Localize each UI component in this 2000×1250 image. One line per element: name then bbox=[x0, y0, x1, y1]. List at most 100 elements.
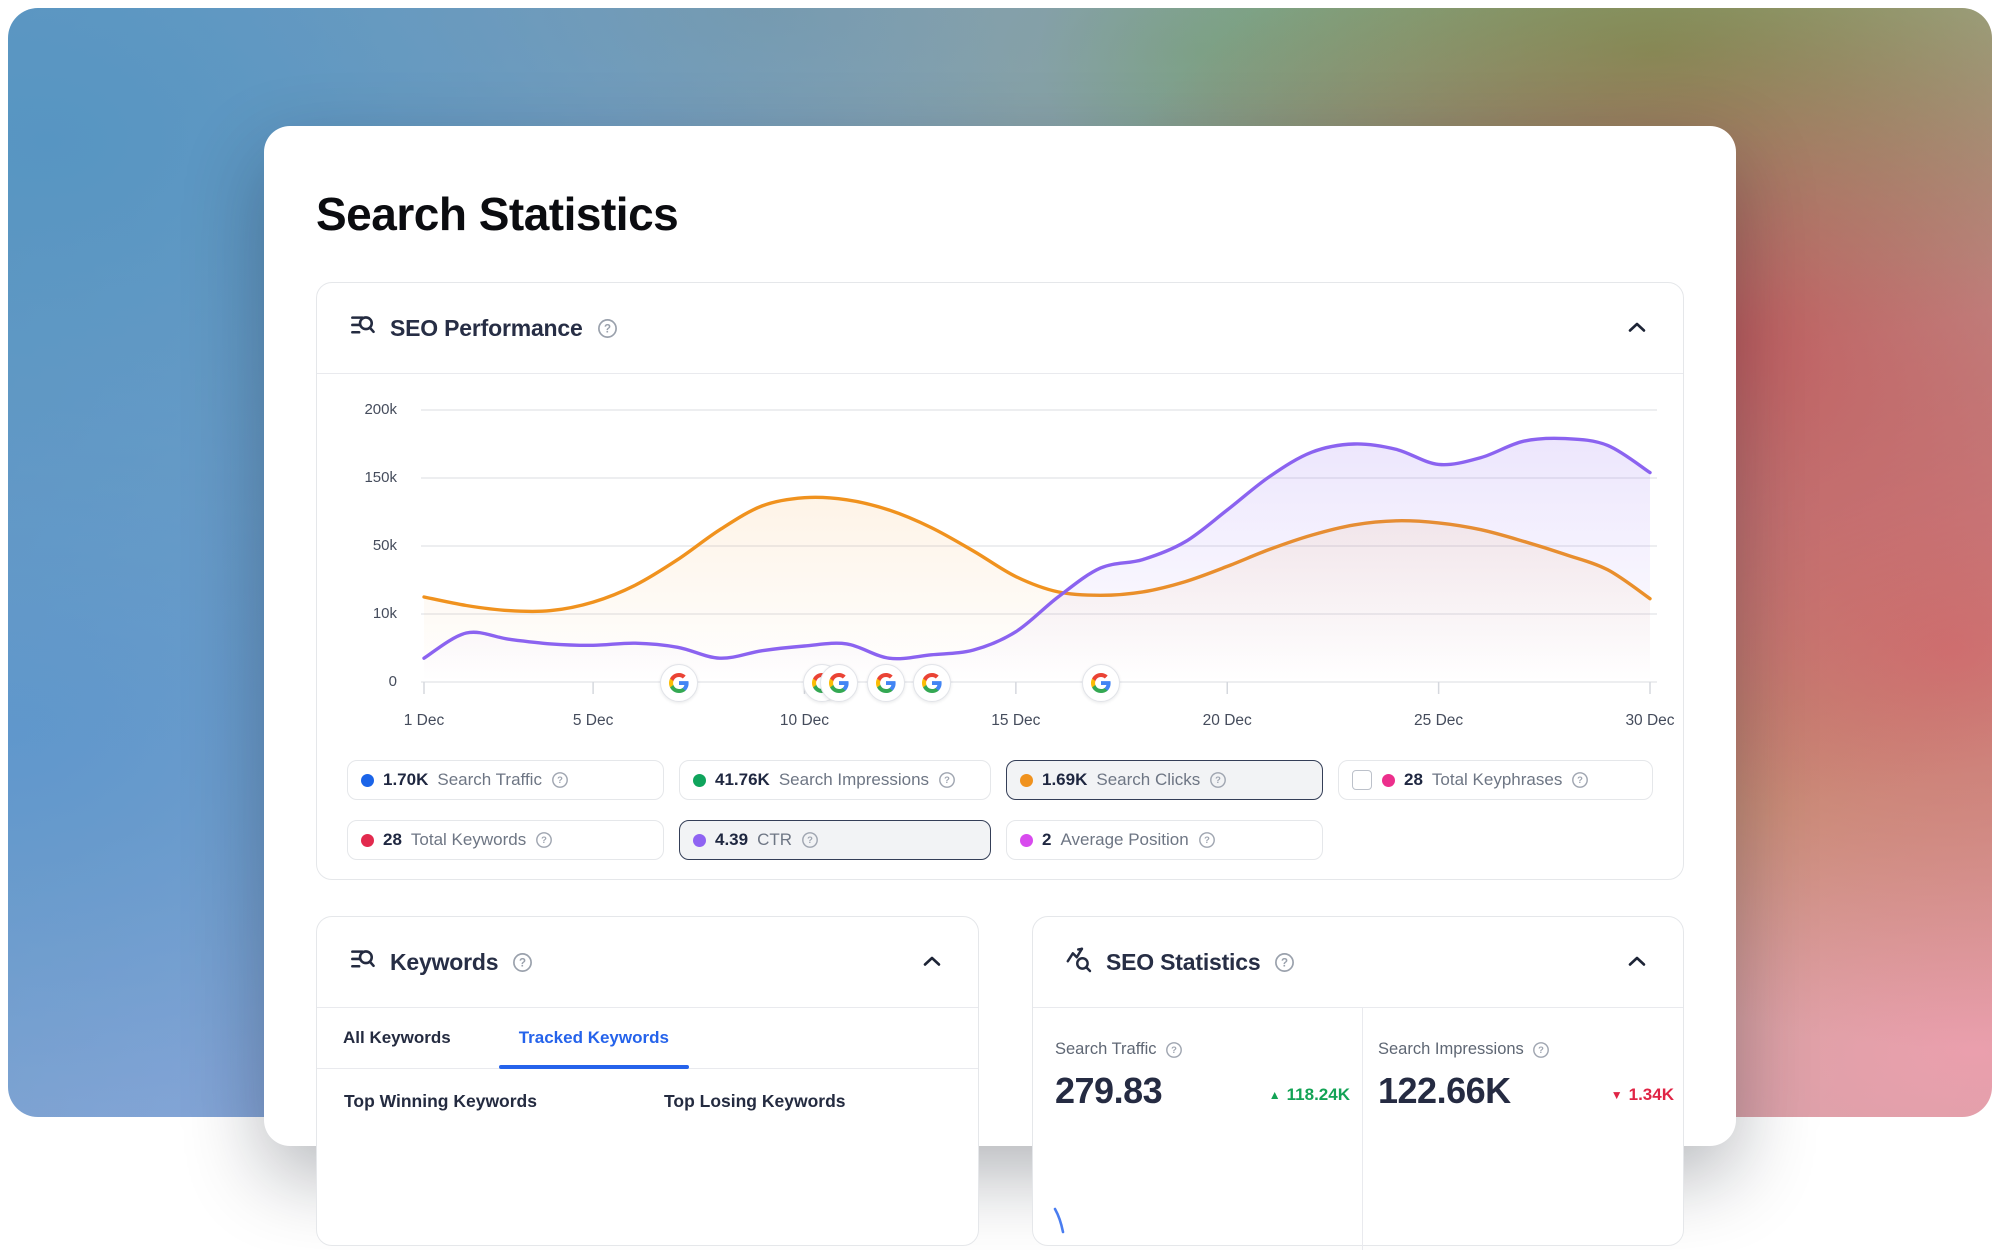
svg-text:?: ? bbox=[1171, 1045, 1177, 1056]
metric-value: 28 bbox=[383, 830, 402, 849]
keywords-title: Keywords bbox=[390, 948, 499, 975]
y-tick-label: 10k bbox=[372, 605, 397, 622]
collapse-chevron-icon[interactable] bbox=[1625, 316, 1649, 340]
tab-tracked-keywords[interactable]: Tracked Keywords bbox=[498, 1008, 690, 1069]
help-icon[interactable]: ? bbox=[535, 831, 553, 849]
legend-chip-search-traffic[interactable]: 1.70K Search Traffic? bbox=[347, 760, 664, 800]
series-color-dot bbox=[361, 833, 374, 847]
metric-delta-value: 1.34K bbox=[1628, 1085, 1674, 1104]
list-search-icon bbox=[349, 946, 376, 978]
metric-value: 1.70K bbox=[383, 770, 429, 789]
page-title: Search Statistics bbox=[316, 188, 679, 240]
metric-label: Total Keyphrases bbox=[1431, 770, 1563, 789]
y-tick-label: 0 bbox=[388, 673, 397, 690]
help-icon[interactable]: ? bbox=[597, 318, 618, 339]
keywords-tabs: All Keywords Tracked Keywords bbox=[317, 1008, 978, 1069]
chart-legend: 1.70K Search Traffic? 41.76K Search Impress… bbox=[317, 760, 1683, 860]
metric-value: 122.66K bbox=[1378, 1070, 1511, 1111]
google-update-badge[interactable] bbox=[659, 664, 698, 702]
help-icon[interactable]: ? bbox=[801, 831, 819, 849]
metric-label: Search Impressions bbox=[778, 770, 930, 789]
y-tick-label: 150k bbox=[364, 469, 397, 486]
legend-chip-average-position[interactable]: 2 Average Position? bbox=[1006, 820, 1323, 860]
tab-all-keywords[interactable]: All Keywords bbox=[343, 1028, 451, 1047]
help-icon[interactable]: ? bbox=[512, 952, 533, 973]
metric-label: CTR bbox=[757, 830, 793, 849]
seo-statistics-title: SEO Statistics bbox=[1106, 948, 1261, 975]
list-search-icon bbox=[349, 312, 376, 344]
help-icon[interactable]: ? bbox=[1209, 771, 1227, 789]
x-tick-label: 10 Dec bbox=[779, 712, 830, 729]
help-icon[interactable]: ? bbox=[551, 771, 569, 789]
x-tick-label: 5 Dec bbox=[572, 712, 614, 729]
metric-label: Average Position bbox=[1060, 830, 1189, 849]
metric-delta: ▲ 118.24K bbox=[1269, 1085, 1350, 1111]
checkbox[interactable] bbox=[1352, 770, 1372, 790]
collapse-chevron-icon[interactable] bbox=[920, 950, 944, 974]
keywords-card: Keywords ? All Keywords Tracked Keywords… bbox=[316, 916, 979, 1246]
seo-performance-chart bbox=[421, 409, 1657, 694]
keywords-header: Keywords ? bbox=[317, 917, 978, 1008]
seo-statistics-card: SEO Statistics ? Search Traffic? 279.83 ▲ 1… bbox=[1032, 916, 1684, 1250]
metric-delta-value: 118.24K bbox=[1286, 1085, 1350, 1104]
metric-label: Search Traffic bbox=[437, 770, 542, 789]
seo-statistics-metrics: Search Traffic? 279.83 ▲ 118.24K Search Impr… bbox=[1033, 1008, 1683, 1250]
seo-performance-header: SEO Performance ? bbox=[317, 283, 1683, 374]
svg-text:?: ? bbox=[1577, 775, 1583, 786]
google-update-badge[interactable] bbox=[820, 664, 859, 702]
svg-text:?: ? bbox=[519, 957, 526, 969]
help-icon[interactable]: ? bbox=[1274, 952, 1295, 973]
x-tick-label: 1 Dec bbox=[403, 712, 445, 729]
svg-text:?: ? bbox=[541, 835, 547, 846]
legend-chip-total-keywords[interactable]: 28 Total Keywords? bbox=[347, 820, 664, 860]
series-color-dot bbox=[1382, 773, 1395, 787]
x-tick-label: 15 Dec bbox=[991, 712, 1041, 729]
help-icon[interactable]: ? bbox=[1165, 1041, 1183, 1059]
metric-label: Total Keywords bbox=[410, 830, 527, 849]
series-color-dot bbox=[1020, 833, 1033, 847]
metric-value: 28 bbox=[1404, 770, 1423, 789]
svg-text:?: ? bbox=[944, 775, 950, 786]
legend-chip-ctr[interactable]: 4.39 CTR? bbox=[679, 820, 991, 860]
x-axis-labels: 1 Dec 5 Dec 10 Dec 15 Dec 20 Dec 25 Dec 30 Dec bbox=[317, 712, 1683, 734]
google-update-badge[interactable] bbox=[913, 664, 952, 702]
help-icon[interactable]: ? bbox=[938, 771, 956, 789]
metric-label: Search Clicks bbox=[1096, 770, 1201, 789]
metric-value: 2 bbox=[1042, 830, 1052, 849]
y-tick-label: 200k bbox=[364, 401, 397, 418]
top-losing-keywords-heading: Top Losing Keywords bbox=[664, 1091, 846, 1111]
seo-statistics-header: SEO Statistics ? bbox=[1033, 917, 1683, 1008]
legend-chip-search-impressions[interactable]: 41.76K Search Impressions? bbox=[679, 760, 991, 800]
metric-label: Search Traffic bbox=[1055, 1040, 1157, 1058]
svg-text:?: ? bbox=[807, 835, 813, 846]
metric-value: 1.69K bbox=[1042, 770, 1088, 789]
metric-value: 4.39 bbox=[715, 830, 749, 849]
metric-value: 279.83 bbox=[1055, 1070, 1163, 1111]
series-color-dot bbox=[693, 773, 706, 787]
trend-down-icon: ▼ bbox=[1610, 1088, 1623, 1102]
seo-performance-card: SEO Performance ? 0 10k 50k 150k 200k 1 Dec 5… bbox=[316, 282, 1684, 880]
svg-text:?: ? bbox=[1281, 957, 1288, 969]
x-tick-label: 20 Dec bbox=[1202, 712, 1252, 729]
google-update-badge[interactable] bbox=[866, 664, 905, 702]
google-update-badge[interactable] bbox=[1082, 664, 1121, 702]
top-winning-keywords-heading: Top Winning Keywords bbox=[344, 1091, 537, 1111]
seo-performance-chart-zone: 0 10k 50k 150k 200k 1 Dec 5 Dec 10 Dec 15 Dec 20… bbox=[317, 374, 1683, 760]
collapse-chevron-icon[interactable] bbox=[1625, 950, 1649, 974]
legend-chip-search-clicks[interactable]: 1.69K Search Clicks? bbox=[1006, 760, 1323, 800]
help-icon[interactable]: ? bbox=[1571, 771, 1589, 789]
metric-label: Search Impressions bbox=[1378, 1040, 1524, 1058]
series-color-dot bbox=[361, 773, 374, 787]
svg-text:?: ? bbox=[557, 775, 563, 786]
svg-text:?: ? bbox=[1215, 775, 1221, 786]
series-color-dot bbox=[1020, 773, 1033, 787]
metric-search-traffic: Search Traffic? 279.83 ▲ 118.24K bbox=[1033, 1008, 1363, 1250]
legend-chip-total-keyphrases[interactable]: 28 Total Keyphrases? bbox=[1338, 760, 1653, 800]
help-icon[interactable]: ? bbox=[1532, 1041, 1550, 1059]
chart-search-icon bbox=[1065, 946, 1092, 978]
help-icon[interactable]: ? bbox=[1198, 831, 1216, 849]
y-tick-label: 50k bbox=[372, 537, 397, 554]
sparkline-start bbox=[1051, 1206, 1071, 1241]
x-tick-label: 25 Dec bbox=[1414, 712, 1464, 729]
trend-up-icon: ▲ bbox=[1268, 1088, 1281, 1102]
